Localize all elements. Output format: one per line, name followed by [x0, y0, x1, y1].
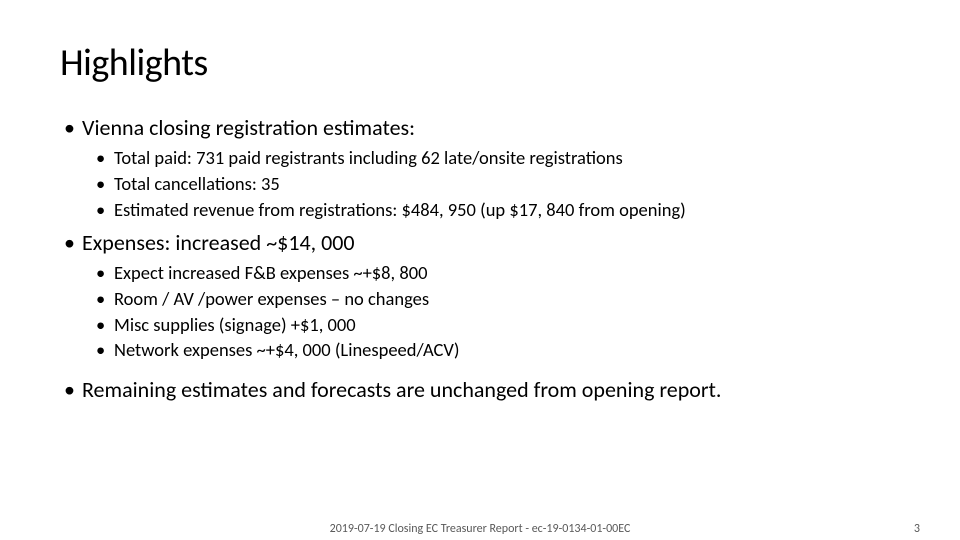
sub-bullet-list: Expect increased F&B expenses ~+$8, 800 …	[82, 261, 900, 362]
sub-bullet-item: Room / AV /power expenses – no changes	[92, 287, 900, 311]
page-number: 3	[914, 522, 920, 536]
sub-bullet-item: Total cancellations: 35	[92, 172, 900, 196]
slide-title: Highlights	[60, 40, 900, 86]
bullet-item: Expenses: increased ~$14, 000 Expect inc…	[60, 229, 900, 362]
sub-bullet-item: Estimated revenue from registrations: $4…	[92, 198, 900, 222]
bullet-text: Expenses: increased ~$14, 000	[82, 229, 355, 256]
sub-bullet-item: Misc supplies (signage) +$1, 000	[92, 313, 900, 337]
sub-bullet-list: Total paid: 731 paid registrants includi…	[82, 146, 900, 221]
bullet-item: Remaining estimates and forecasts are un…	[60, 376, 900, 404]
bullet-list: Remaining estimates and forecasts are un…	[60, 376, 900, 404]
sub-bullet-item: Network expenses ~+$4, 000 (Linespeed/AC…	[92, 338, 900, 362]
footer-text: 2019-07-19 Closing EC Treasurer Report -…	[330, 522, 631, 536]
bullet-item: Vienna closing registration estimates: T…	[60, 114, 900, 221]
slide-body: Vienna closing registration estimates: T…	[60, 114, 900, 404]
sub-bullet-item: Total paid: 731 paid registrants includi…	[92, 146, 900, 170]
slide: Highlights Vienna closing registration e…	[0, 0, 960, 540]
bullet-text: Vienna closing registration estimates:	[82, 114, 415, 141]
bullet-text: Remaining estimates and forecasts are un…	[82, 376, 721, 403]
bullet-list: Vienna closing registration estimates: T…	[60, 114, 900, 362]
sub-bullet-item: Expect increased F&B expenses ~+$8, 800	[92, 261, 900, 285]
